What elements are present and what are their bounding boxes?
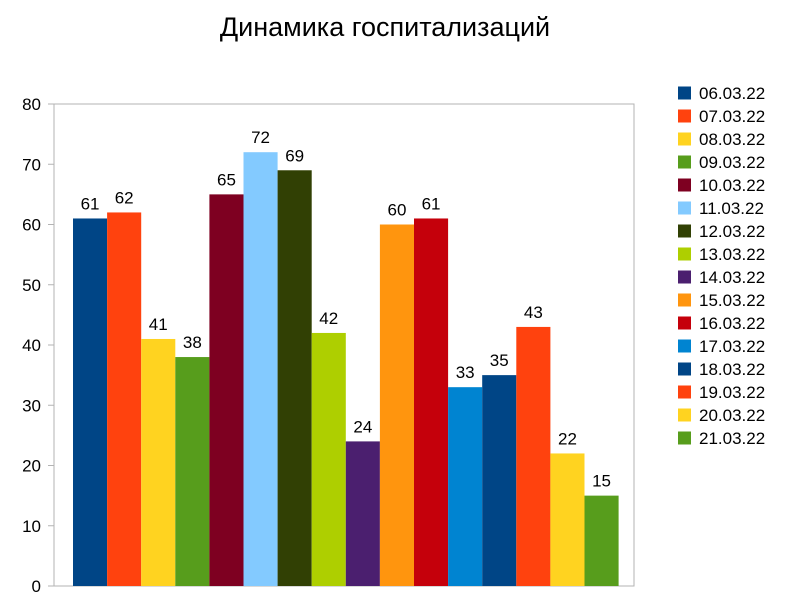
- legend-swatch: [678, 362, 691, 376]
- y-tick-label: 70: [22, 155, 41, 174]
- legend-swatch: [678, 178, 691, 192]
- bar: [141, 338, 176, 586]
- data-label: 61: [81, 194, 100, 213]
- legend-swatch: [678, 86, 691, 100]
- data-labels: 61 62 41 38 65 72 69 42 24 60 61 33 35 43 22 15: [81, 128, 611, 490]
- y-tick-label: 60: [22, 216, 41, 235]
- data-label: 38: [183, 333, 202, 352]
- bar: [277, 170, 312, 586]
- legend-swatch: [678, 201, 691, 215]
- legend-label: 14.03.22: [699, 268, 765, 287]
- y-tick-label: 50: [22, 276, 41, 295]
- data-label: 15: [592, 472, 611, 491]
- legend-swatch: [678, 339, 691, 353]
- bar: [311, 332, 346, 586]
- legend-label: 12.03.22: [699, 222, 765, 241]
- legend-label: 19.03.22: [699, 383, 765, 402]
- y-tick-label: 0: [32, 577, 41, 596]
- legend-swatch: [678, 385, 691, 399]
- legend-swatch: [678, 293, 691, 307]
- legend-swatch: [678, 155, 691, 169]
- bar: [209, 194, 244, 586]
- bar: [243, 152, 278, 586]
- bar: [482, 375, 517, 586]
- bar: [73, 218, 108, 586]
- bar: [379, 224, 414, 586]
- legend-label: 17.03.22: [699, 337, 765, 356]
- data-label: 33: [456, 363, 475, 382]
- data-label: 65: [217, 170, 236, 189]
- legend-swatch: [678, 132, 691, 146]
- legend-label: 20.03.22: [699, 406, 765, 425]
- legend-label: 07.03.22: [699, 107, 765, 126]
- bar: [107, 212, 142, 586]
- legend-label: 21.03.22: [699, 429, 765, 448]
- data-label: 42: [319, 309, 338, 328]
- bar: [584, 495, 619, 586]
- data-label: 22: [558, 429, 577, 448]
- legend-label: 08.03.22: [699, 130, 765, 149]
- bar: [175, 357, 210, 586]
- data-label: 24: [353, 417, 372, 436]
- data-label: 62: [115, 188, 134, 207]
- bar: [516, 326, 551, 586]
- y-tick-label: 30: [22, 396, 41, 415]
- chart-title: Динамика госпитализаций: [220, 12, 550, 42]
- legend-swatch: [678, 109, 691, 123]
- legend-label: 11.03.22: [699, 199, 764, 218]
- bar: [448, 387, 483, 586]
- bar: [550, 453, 585, 586]
- legend-label: 13.03.22: [699, 245, 765, 264]
- y-tick-label: 20: [22, 457, 41, 476]
- legend-swatch: [678, 408, 691, 422]
- data-label: 61: [422, 194, 441, 213]
- legend-label: 06.03.22: [699, 84, 765, 103]
- data-label: 43: [524, 303, 543, 322]
- legend-label: 10.03.22: [699, 176, 765, 195]
- y-tick-label: 10: [22, 517, 41, 536]
- bars: [73, 152, 619, 586]
- legend-label: 09.03.22: [699, 153, 765, 172]
- bar: [345, 441, 380, 586]
- legend: 06.03.22 07.03.22 08.03.22 09.03.22 10.03.22…: [678, 84, 765, 448]
- data-label: 60: [387, 201, 406, 220]
- data-label: 35: [490, 351, 509, 370]
- bar: [414, 218, 449, 586]
- legend-swatch: [678, 247, 691, 261]
- legend-label: 16.03.22: [699, 314, 765, 333]
- legend-label: 18.03.22: [699, 360, 765, 379]
- y-tick-label: 80: [22, 95, 41, 114]
- y-tick-label: 40: [22, 336, 41, 355]
- legend-swatch: [678, 270, 691, 284]
- data-label: 72: [251, 128, 270, 147]
- legend-swatch: [678, 224, 691, 238]
- legend-swatch: [678, 431, 691, 445]
- legend-label: 15.03.22: [699, 291, 765, 310]
- data-label: 69: [285, 146, 304, 165]
- legend-swatch: [678, 316, 691, 330]
- data-label: 41: [149, 315, 168, 334]
